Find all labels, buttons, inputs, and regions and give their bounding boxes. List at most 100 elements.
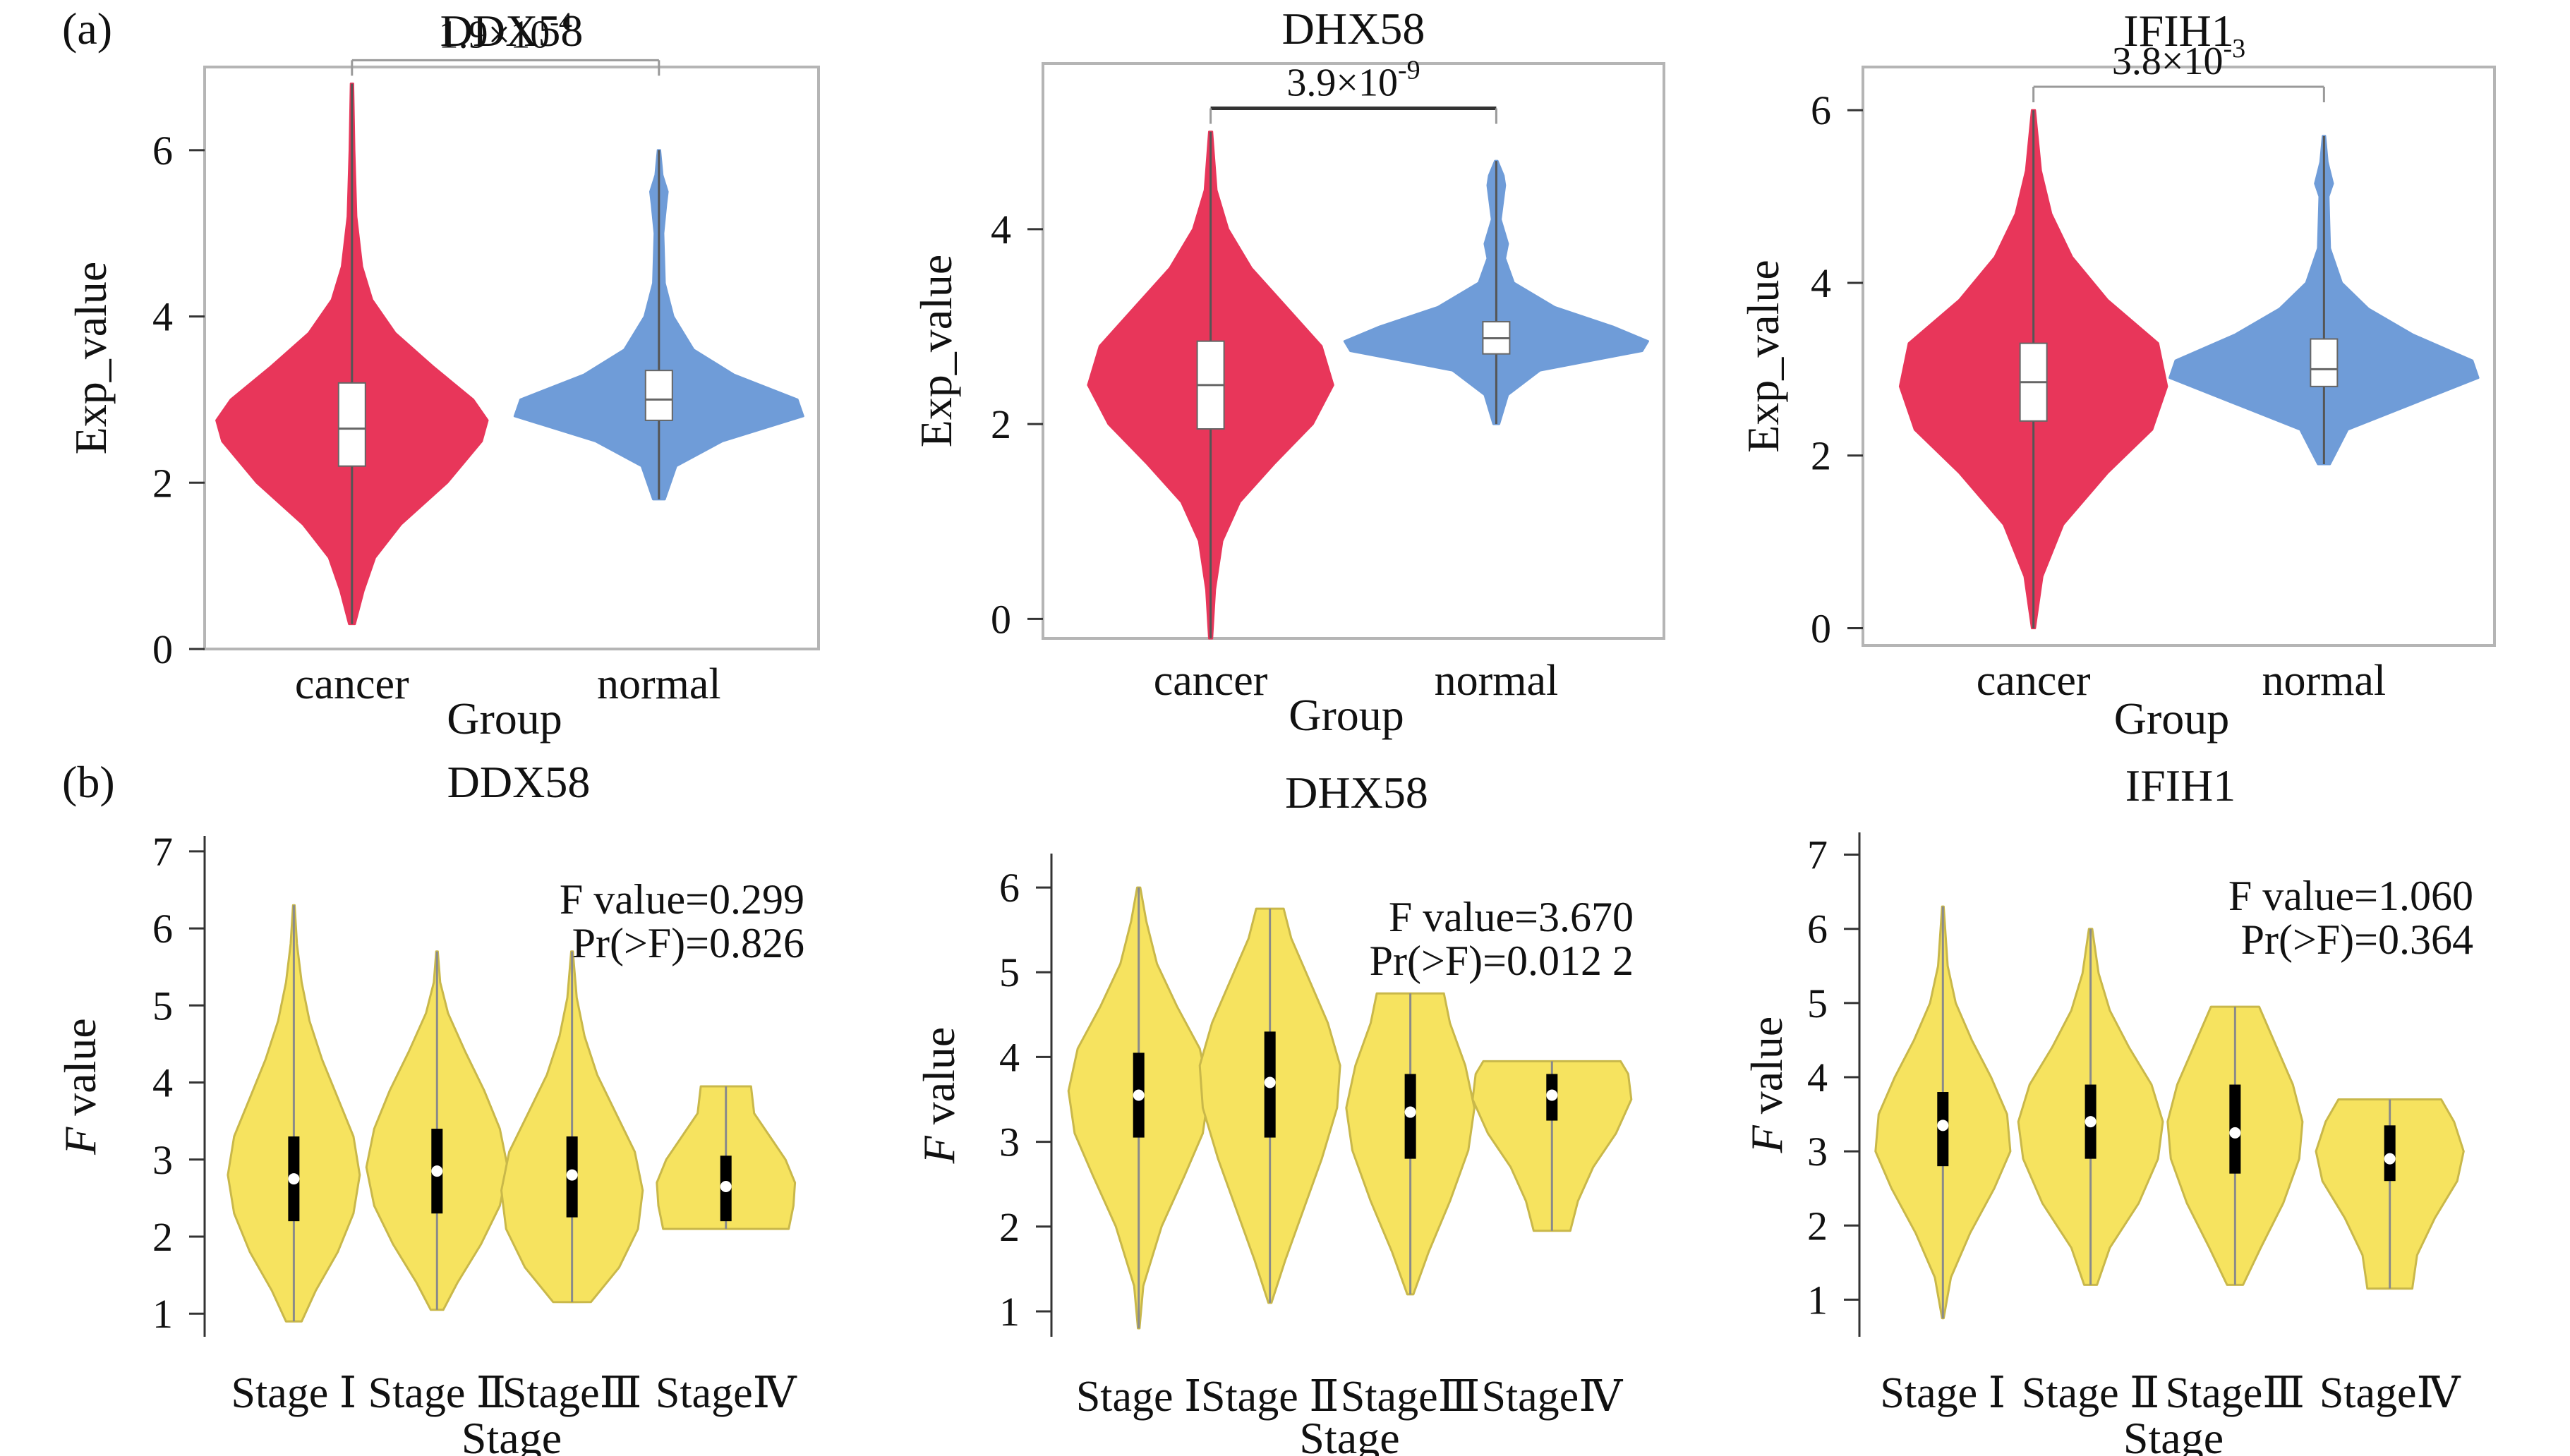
- y-tick-label: 3: [152, 1137, 173, 1183]
- y-tick-label: 0: [152, 626, 173, 672]
- stat-annotation: Pr(>F)=0.364: [2241, 916, 2473, 963]
- y-tick-label: 4: [1807, 1055, 1828, 1100]
- violin-median-dot: [2384, 1153, 2396, 1165]
- y-tick-label: 6: [152, 906, 173, 952]
- violin-2: [365, 950, 509, 1311]
- x-category-label: Stage Ⅰ: [1880, 1369, 2005, 1417]
- violin-1: [1087, 131, 1334, 640]
- y-tick-label: 3: [1807, 1129, 1828, 1175]
- y-axis-label-rest: value: [914, 1027, 964, 1136]
- x-axis-label: Group: [1289, 690, 1404, 740]
- x-category-label: Stage Ⅰ: [231, 1369, 357, 1417]
- violin-3: [1345, 992, 1476, 1296]
- y-tick-label: 4: [1811, 260, 1831, 306]
- y-axis-label: F value: [55, 1018, 105, 1155]
- x-category-label: StageⅢ: [502, 1369, 642, 1417]
- p-value-base: 1.9×10: [439, 13, 550, 56]
- x-category-label: Stage Ⅱ: [1201, 1373, 1339, 1421]
- violin-4: [1471, 1060, 1633, 1232]
- significance-bracket: 3.9×10-9: [1209, 56, 1497, 124]
- x-category-label: normal: [1435, 657, 1559, 705]
- y-axis-label-italic: F: [1742, 1124, 1792, 1153]
- p-value-base: 3.8×10: [2112, 40, 2224, 83]
- y-tick-label: 2: [999, 1204, 1020, 1250]
- x-category-label: StageⅣ: [1481, 1373, 1623, 1421]
- y-tick-label: 0: [1811, 606, 1831, 652]
- y-axis-label-italic: F: [914, 1135, 964, 1164]
- violin-iqr-box: [337, 382, 366, 467]
- y-axis-label: Exp_value: [66, 262, 116, 455]
- chart-title: IFIH1: [2125, 760, 2236, 811]
- y-axis-label: F value: [914, 1027, 964, 1165]
- x-category-label: StageⅢ: [2166, 1369, 2305, 1417]
- y-tick-label: 1: [999, 1289, 1020, 1335]
- y-tick-label: 2: [1807, 1203, 1828, 1249]
- p-value-exponent: -4: [550, 7, 572, 37]
- y-tick-label: 6: [1811, 87, 1831, 133]
- x-category-label: StageⅣ: [2319, 1369, 2461, 1417]
- violin-median-dot: [566, 1169, 578, 1181]
- violin-1: [1898, 109, 2168, 630]
- x-axis-label: Stage: [2123, 1413, 2224, 1456]
- violin-median-dot: [2229, 1127, 2241, 1139]
- chart-title: DHX58: [1282, 4, 1425, 54]
- x-category-label: StageⅣ: [656, 1369, 797, 1417]
- violin-4: [656, 1085, 797, 1230]
- violin-2: [2168, 135, 2480, 466]
- p-value-exponent: -3: [2223, 34, 2245, 63]
- y-tick-label: 5: [999, 950, 1020, 995]
- p-value-label: 3.8×10-3: [2112, 34, 2245, 83]
- violin-1: [1874, 905, 2012, 1320]
- violin-2: [1343, 159, 1649, 425]
- y-tick-label: 6: [1807, 906, 1828, 952]
- significance-bracket: 3.8×10-3: [2032, 34, 2325, 102]
- x-category-label: Stage Ⅰ: [1076, 1373, 1202, 1421]
- y-tick-label: 6: [999, 865, 1020, 911]
- p-value-label: 1.9×10-4: [439, 7, 572, 56]
- violin-iqr-box: [2310, 338, 2339, 387]
- stat-annotation: Pr(>F)=0.012 2: [1370, 938, 1634, 984]
- chart-title: DDX58: [447, 757, 591, 807]
- violin-median-dot: [1404, 1106, 1416, 1118]
- x-category-label: normal: [2262, 657, 2387, 705]
- panel-label-a: (a): [62, 4, 112, 54]
- violin-2: [2017, 928, 2164, 1286]
- x-category-label: cancer: [1977, 657, 2091, 705]
- x-axis-label: Stage: [461, 1413, 562, 1456]
- violin-1: [215, 83, 489, 626]
- stat-annotation: F value=1.060: [2228, 873, 2473, 919]
- plot-frame: [203, 66, 820, 650]
- chart-title: IFIH1: [2123, 6, 2233, 56]
- violin-1: [227, 904, 361, 1323]
- x-category-label: cancer: [1154, 657, 1268, 705]
- y-axis-label-rest: value: [1742, 1017, 1792, 1126]
- y-axis-label: Exp_value: [1738, 260, 1788, 453]
- p-value-label: 3.9×10-9: [1286, 56, 1420, 105]
- y-tick-label: 7: [152, 829, 173, 875]
- y-tick-label: 2: [152, 1214, 173, 1260]
- x-category-label: StageⅢ: [1341, 1373, 1480, 1421]
- violin-median-dot: [2085, 1116, 2097, 1128]
- x-category-label: cancer: [295, 660, 409, 708]
- y-tick-label: 1: [152, 1291, 173, 1337]
- y-tick-label: 4: [152, 294, 173, 340]
- violin-2: [513, 149, 804, 501]
- stat-annotation: Pr(>F)=0.826: [572, 920, 804, 966]
- y-axis-label: Exp_value: [911, 255, 961, 448]
- y-tick-label: 2: [991, 401, 1011, 447]
- x-category-label: normal: [597, 660, 721, 708]
- violin-median-dot: [288, 1173, 300, 1185]
- y-axis-label-rest: value: [55, 1018, 105, 1127]
- x-axis-label: Group: [2114, 693, 2230, 744]
- y-tick-label: 2: [152, 460, 173, 506]
- p-value-base: 3.9×10: [1286, 61, 1398, 105]
- chart-panel-5: DHX58 1 2 3 4 5 6 F value Stage Ⅰ Stage Ⅱ StageⅢ St…: [914, 768, 1634, 1456]
- y-tick-label: 3: [999, 1120, 1020, 1165]
- panel-label-b: (b): [62, 757, 115, 807]
- stat-annotation: F value=3.670: [1389, 894, 1634, 940]
- p-value-exponent: -9: [1398, 56, 1420, 85]
